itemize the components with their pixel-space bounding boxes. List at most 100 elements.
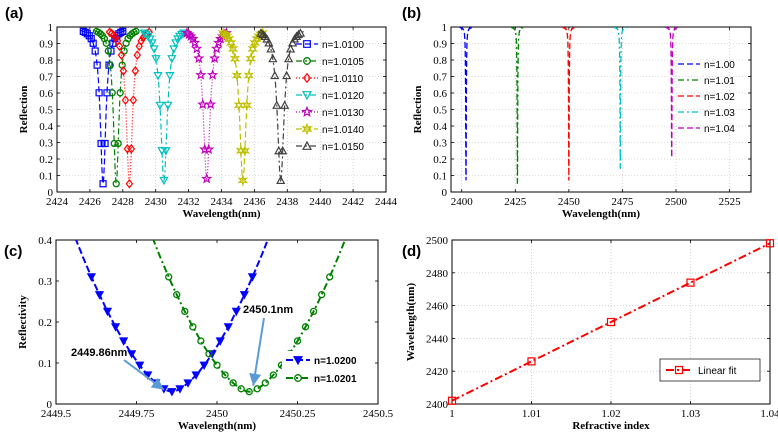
data-point [102, 307, 113, 317]
data-point [229, 379, 237, 387]
annotation-arrow [249, 317, 265, 386]
series-line-1 [511, 27, 524, 184]
x-axis-label: Wavelength(nm) [182, 208, 261, 220]
x-tick-label: 2425 [504, 196, 527, 208]
y-axis-label: Wavelength(nm) [405, 283, 417, 362]
y-tick-label: 0 [48, 187, 54, 199]
legend-marker [303, 57, 311, 65]
data-point [86, 273, 97, 282]
y-tick-label: 0.8 [433, 55, 447, 67]
y-tick-label: 0.2 [38, 317, 52, 329]
data-point [121, 95, 130, 106]
data-point [99, 180, 107, 188]
data-point [195, 69, 207, 80]
data-point [237, 385, 245, 393]
data-point [280, 100, 290, 109]
data-point [217, 27, 229, 40]
series-line-1 [152, 240, 347, 393]
legend-marker [674, 365, 684, 375]
data-point [268, 53, 278, 63]
x-axis-label: Refractive index [572, 420, 650, 432]
y-tick-label: 0.9 [39, 39, 53, 51]
legend-label: n=1.01 [704, 76, 735, 87]
data-point [231, 307, 241, 317]
y-axis-label: Reflectivity [17, 295, 29, 349]
data-point [183, 379, 193, 388]
data-point [282, 70, 292, 80]
data-point [87, 35, 95, 43]
data-point [237, 174, 249, 187]
data-point [127, 144, 136, 154]
data-point [215, 337, 225, 346]
data-point [161, 147, 171, 156]
data-point [147, 39, 157, 48]
data-point [95, 89, 103, 97]
legend-label: n=1.00 [704, 60, 735, 71]
data-point [247, 273, 258, 282]
data-point [135, 361, 145, 371]
legend-marker [301, 122, 313, 136]
data-point [293, 29, 304, 39]
legend-label: n=1.02 [704, 92, 735, 103]
y-tick-label: 0.4 [433, 121, 447, 133]
legend-marker [293, 356, 303, 366]
y-tick-label: 0.5 [39, 105, 53, 117]
x-tick-label: 2475 [611, 196, 634, 208]
data-point [213, 361, 221, 369]
data-point [89, 39, 97, 47]
data-point [106, 61, 114, 69]
data-point [527, 357, 536, 366]
x-tick-label: 2449.5 [41, 408, 72, 420]
series-line [451, 242, 771, 402]
y-tick-label: 0.9 [433, 39, 447, 51]
panel-d: 1 1.01 1.02 1.03 1.04 2400 2420 2440 2460 2480 250… [405, 235, 778, 432]
data-point [261, 379, 269, 387]
y-tick-label: 0.2 [39, 154, 53, 166]
x-tick-label: 2428 [112, 196, 135, 208]
annotation-arrow [123, 359, 165, 391]
y-tick-label: 0.4 [39, 121, 53, 133]
legend-marker [302, 91, 312, 101]
y-tick-label: 2420 [426, 366, 449, 378]
legend-marker [303, 40, 311, 48]
data-point [606, 317, 616, 327]
legend-label: Linear fit [698, 366, 737, 377]
data-point [83, 30, 91, 38]
y-tick-label: 0.8 [39, 55, 53, 67]
data-point [94, 291, 105, 300]
data-point [206, 69, 219, 80]
data-point [278, 145, 288, 155]
data-point [110, 323, 121, 332]
data-point [199, 361, 209, 371]
data-point [96, 30, 105, 38]
data-point [191, 371, 201, 380]
panel-label: (c) [4, 243, 22, 260]
axes-frame [451, 239, 771, 405]
x-tick-label: 2442 [342, 196, 364, 208]
data-point [137, 36, 145, 46]
data-point [189, 36, 201, 48]
data-point [193, 52, 205, 64]
y-tick-label: 0.6 [39, 88, 53, 100]
data-point [103, 89, 111, 97]
annotation-label: 2450.1nm [243, 304, 293, 316]
legend-marker [302, 140, 312, 150]
data-point [201, 173, 213, 184]
y-tick-label: 0.4 [38, 235, 52, 247]
data-point [270, 70, 280, 80]
y-axis-label: Reflection [18, 86, 30, 134]
data-point [309, 307, 318, 316]
y-tick-label: 0.1 [39, 171, 53, 183]
y-tick-label: 0.2 [433, 154, 447, 166]
legend-label: n=1.0130 [322, 108, 364, 119]
data-point [153, 71, 163, 81]
y-tick-label: 1 [48, 22, 54, 34]
data-point [269, 371, 278, 379]
series-line-0 [459, 27, 473, 181]
data-point [276, 175, 286, 185]
panel-b: 2400 2425 2450 2475 2500 2525 0 0.1 0.2 0.3 0.4 0.5… [412, 22, 752, 220]
axes-frame [450, 26, 752, 193]
data-point [181, 307, 189, 316]
legend-label: n=1.03 [704, 108, 735, 119]
